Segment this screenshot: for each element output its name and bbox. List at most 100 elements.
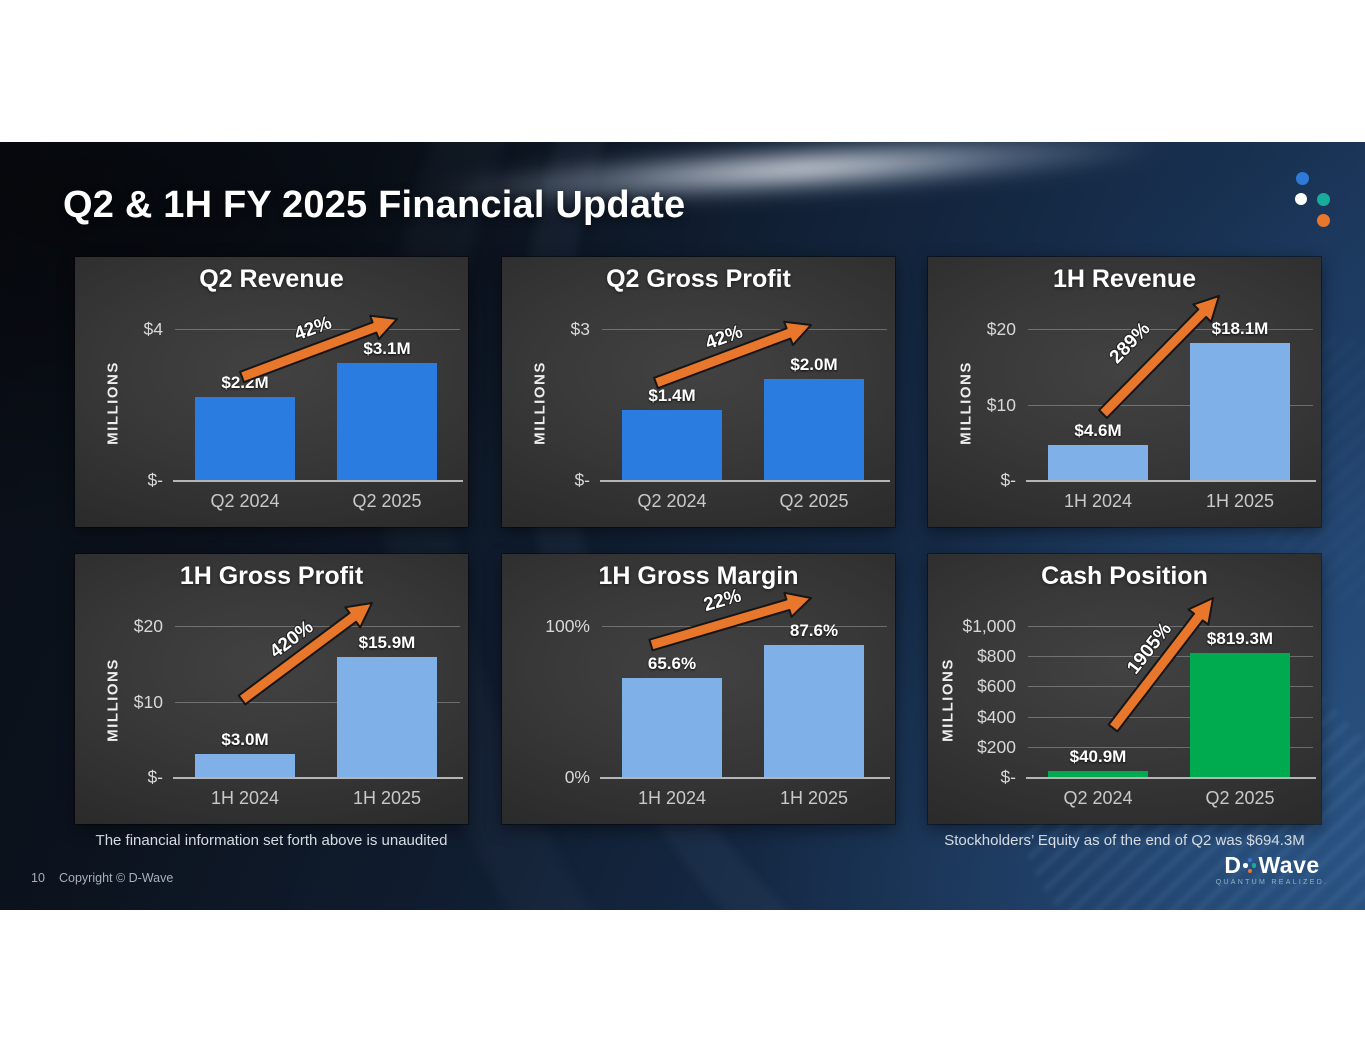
category-label: 1H 2024 (1063, 491, 1133, 511)
y-tick-label: $20 (133, 616, 163, 636)
logo-text-d: D (1224, 851, 1242, 878)
chart-panel-q2-revenue: Q2 Revenue MILLIONS $4 $- $2.2M Q2 2024 $3.1M Q… (75, 257, 468, 527)
chart-panel-cash-position: Cash Position MILLIONS $1,000 $800 $600 $400 $… (928, 554, 1321, 824)
bar-1h-2025 (1190, 343, 1290, 480)
category-label: Q2 2025 (352, 491, 422, 511)
corner-dot-blue-icon (1296, 172, 1309, 185)
bar-1h-2024 (622, 677, 722, 777)
y-tick-label: $1,000 (962, 616, 1016, 636)
y-tick-label: $800 (977, 646, 1016, 667)
category-label: 1H 2024 (637, 788, 707, 808)
corner-dot-white-icon (1295, 193, 1307, 205)
y-axis-label: MILLIONS (104, 361, 122, 445)
chart-panel-1h-gross-margin: 1H Gross Margin 100% 0% 65.6% 1H 2024 87.6% 1H… (502, 554, 895, 824)
y-tick-label: $- (147, 767, 163, 787)
category-label: 1H 2024 (210, 788, 280, 808)
x-axis-line (1026, 777, 1316, 779)
slide: Q2 & 1H FY 2025 Financial Update The fin… (0, 142, 1365, 910)
bar-1h-2024 (195, 754, 295, 777)
bar-1h-2025 (337, 656, 437, 777)
y-axis-label: MILLIONS (531, 361, 549, 445)
y-tick-label: $- (574, 470, 590, 490)
bar-q2-2024 (195, 396, 295, 480)
category-label: Q2 2024 (1063, 788, 1133, 808)
gridline (1028, 746, 1313, 748)
bar-value-label: $18.1M (1211, 319, 1269, 339)
y-tick-label: $- (147, 470, 163, 490)
dwave-logo-wordmark: D Wave (1208, 852, 1336, 878)
bar-value-label: $3.1M (363, 338, 411, 358)
gridline (175, 626, 460, 627)
x-axis-line (173, 480, 463, 482)
bar-value-label: $4.6M (1074, 421, 1122, 441)
y-tick-label: $20 (986, 319, 1016, 339)
category-label: Q2 2024 (637, 491, 707, 511)
gridline (1028, 626, 1313, 627)
bar-value-label: $819.3M (1206, 629, 1274, 649)
growth-percent-label: 42% (703, 321, 746, 354)
y-tick-label: $200 (977, 736, 1016, 757)
y-tick-label: $400 (977, 706, 1016, 727)
x-axis-line (1026, 480, 1316, 482)
y-tick-label: 0% (564, 767, 590, 787)
category-label: 1H 2025 (1205, 491, 1275, 511)
page-number: 10 (31, 871, 45, 885)
corner-dot-orange-icon (1317, 214, 1330, 227)
chart-panel-1h-revenue: 1H Revenue MILLIONS $20 $10 $- $4.6M 1H 2024 $1… (928, 257, 1321, 527)
growth-percent-label: 289% (1106, 318, 1155, 368)
x-axis-line (600, 777, 890, 779)
gridline (602, 329, 887, 330)
chart-title: 1H Revenue (1052, 265, 1197, 293)
category-label: Q2 2024 (210, 491, 280, 511)
chart-title: 1H Gross Profit (179, 562, 364, 590)
footnote-right: Stockholders’ Equity as of the end of Q2… (944, 832, 1305, 849)
y-tick-label: $10 (133, 691, 163, 712)
bar-value-label: $2.2M (221, 372, 269, 392)
y-tick-label: 100% (545, 616, 590, 636)
bar-1h-2024 (1048, 445, 1148, 480)
x-axis-line (600, 480, 890, 482)
chart-title: Q2 Gross Profit (606, 265, 791, 293)
bar-q2-2025 (764, 379, 864, 480)
footnote-left: The financial information set forth abov… (95, 832, 448, 849)
y-tick-label: $4 (143, 319, 163, 339)
y-tick-label: $10 (986, 394, 1016, 415)
chart-title: Q2 Revenue (199, 265, 344, 293)
corner-dot-teal-icon (1317, 193, 1330, 206)
chart-title: Cash Position (1041, 562, 1208, 590)
gridline (175, 329, 460, 330)
slide-title: Q2 & 1H FY 2025 Financial Update (63, 184, 686, 226)
category-label: 1H 2025 (779, 788, 849, 808)
y-tick-label: $600 (977, 676, 1016, 697)
bar-q2-2024 (1048, 770, 1148, 777)
copyright: Copyright © D-Wave (59, 871, 174, 885)
logo-text-wave: Wave (1258, 851, 1320, 878)
chart-panel-1h-gross-profit: 1H Gross Profit MILLIONS $20 $10 $- $3.0M 1H 2… (75, 554, 468, 824)
y-tick-label: $3 (570, 319, 590, 339)
bar-q2-2025 (337, 362, 437, 480)
bar-value-label: 65.6% (647, 653, 697, 673)
chart-panel-q2-gross-profit: Q2 Gross Profit MILLIONS $3 $- $1.4M Q2 2024 $… (502, 257, 895, 527)
bar-1h-2025 (764, 644, 864, 777)
logo-tagline: QUANTUM REALIZED. (1215, 879, 1329, 886)
bar-q2-2024 (622, 409, 722, 480)
chart-title: 1H Gross Margin (598, 562, 799, 590)
bar-value-label: $3.0M (221, 730, 269, 750)
y-tick-label: $- (1000, 470, 1016, 490)
bar-value-label: $2.0M (790, 355, 838, 375)
category-label: Q2 2025 (1205, 788, 1275, 808)
bar-value-label: $40.9M (1069, 746, 1127, 766)
bar-value-label: $15.9M (358, 632, 416, 652)
category-label: 1H 2025 (352, 788, 422, 808)
bar-value-label: 87.6% (789, 620, 839, 640)
y-axis-label: MILLIONS (939, 658, 957, 742)
category-label: Q2 2025 (779, 491, 849, 511)
bar-q2-2025 (1190, 653, 1290, 777)
growth-percent-label: 420% (266, 617, 318, 663)
logo-dots-icon (1243, 857, 1257, 873)
y-tick-label: $- (1000, 767, 1016, 787)
x-axis-line (173, 777, 463, 779)
dwave-logo: D Wave QUANTUM REALIZED. (1208, 852, 1336, 887)
bar-value-label: $1.4M (648, 385, 696, 405)
